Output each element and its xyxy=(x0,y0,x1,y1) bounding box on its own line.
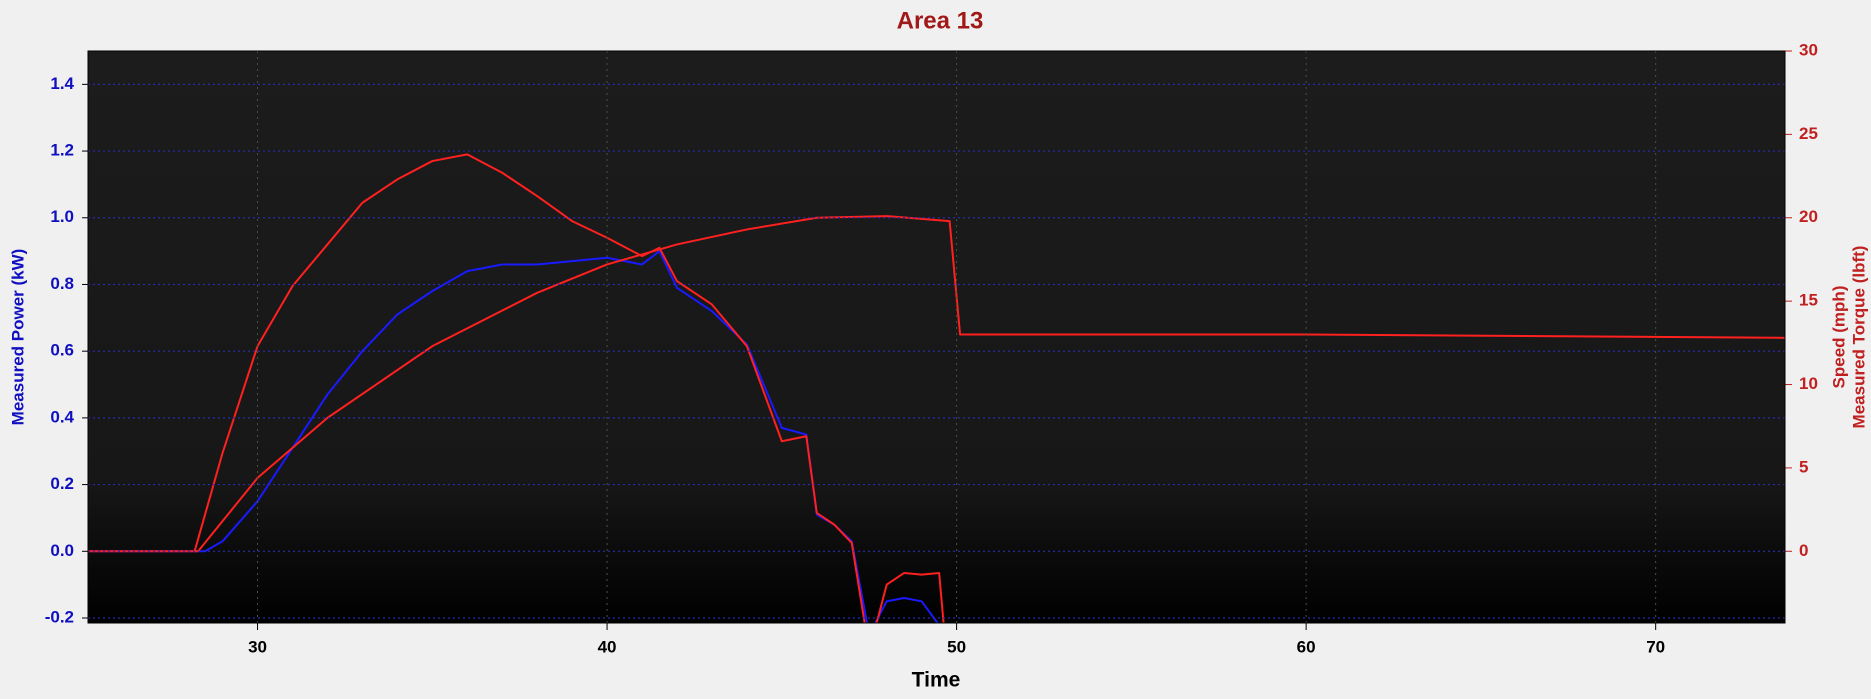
x-tick-label: 40 xyxy=(598,637,617,656)
y-tick-label: 0.4 xyxy=(50,407,74,426)
x-axis-label: Time xyxy=(912,669,961,692)
y-tick-label: 0.2 xyxy=(50,474,74,493)
plot-lines xyxy=(88,153,1785,623)
chart-title: Area 13 xyxy=(897,7,984,34)
y2-axis-label: Measured Torque (lbft) xyxy=(1849,246,1868,429)
y-tick-label: 0.6 xyxy=(50,341,74,360)
y2-tick-label: 10 xyxy=(1799,374,1818,393)
x-tick-label: 60 xyxy=(1297,637,1316,656)
plot-border xyxy=(87,50,1786,624)
y-tick-label: 1.2 xyxy=(50,141,74,160)
y2-tick-label: 15 xyxy=(1799,291,1818,310)
series-line xyxy=(88,215,1785,553)
x-tick-label: 70 xyxy=(1646,637,1665,656)
y-tick-label: 1.4 xyxy=(50,74,74,93)
plot-area xyxy=(88,51,1785,623)
y2-tick-label: 25 xyxy=(1799,124,1818,143)
y2-tick-label: 5 xyxy=(1799,457,1808,476)
y-tick-label: 1.0 xyxy=(50,207,74,226)
y-tick-label: 0.8 xyxy=(50,274,74,293)
x-tick-label: 30 xyxy=(248,637,267,656)
y-tick-label: 0.0 xyxy=(50,541,74,560)
series-line xyxy=(193,153,945,623)
series-line xyxy=(88,250,939,623)
y-axis-label: Measured Power (kW) xyxy=(8,249,27,426)
y2-tick-label: 0 xyxy=(1799,541,1808,560)
y2-tick-label: 20 xyxy=(1799,207,1818,226)
y2-axis-label: Speed (mph) xyxy=(1829,286,1848,389)
y-tick-label: -0.2 xyxy=(45,607,74,626)
y2-tick-label: 30 xyxy=(1799,40,1818,59)
x-tick-label: 50 xyxy=(947,637,966,656)
